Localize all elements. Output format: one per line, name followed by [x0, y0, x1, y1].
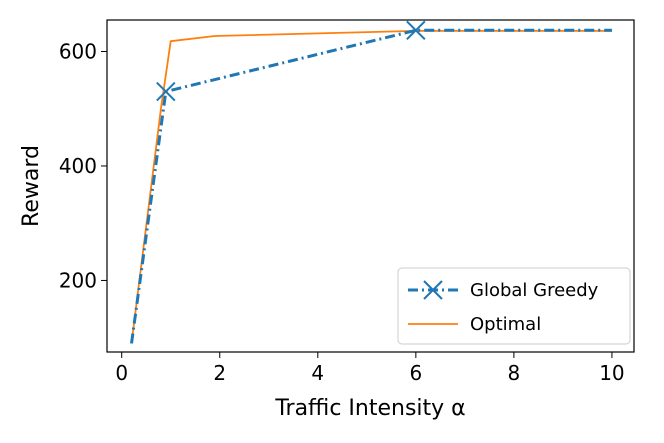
legend-label-optimal: Optimal — [470, 314, 541, 335]
x-axis-title: Traffic Intensity α — [274, 396, 465, 421]
series-line-global-greedy — [130, 28, 612, 344]
y-axis-title: Reward — [19, 145, 44, 227]
legend: Global Greedy Optimal — [397, 267, 631, 345]
y-tick-label: 600 — [59, 39, 97, 63]
legend-box — [397, 267, 631, 345]
y-tick-label: 400 — [59, 154, 97, 178]
x-tick-label: 2 — [213, 361, 226, 385]
x-tick-label: 10 — [599, 361, 624, 385]
x-tick-label: 6 — [409, 361, 422, 385]
x-tick-label: 4 — [311, 361, 324, 385]
plot-frame — [106, 19, 635, 353]
series-marker-global-greedy — [406, 20, 426, 41]
legend-marker-global-greedy-stroke-b — [423, 280, 443, 300]
y-tick-label: 200 — [59, 268, 97, 292]
plot-lines — [130, 20, 612, 344]
axis-ticks: 0 2 4 6 8 10 200 400 600 — [59, 39, 625, 385]
series-marker-global-greedy-stroke-b — [156, 81, 176, 102]
series-marker-global-greedy-stroke-b — [406, 20, 426, 41]
legend-label-global-greedy: Global Greedy — [470, 280, 599, 301]
x-tick-label: 0 — [115, 361, 128, 385]
legend-marker-global-greedy — [423, 280, 443, 300]
x-tick-label: 8 — [508, 361, 521, 385]
series-marker-global-greedy — [156, 81, 176, 102]
